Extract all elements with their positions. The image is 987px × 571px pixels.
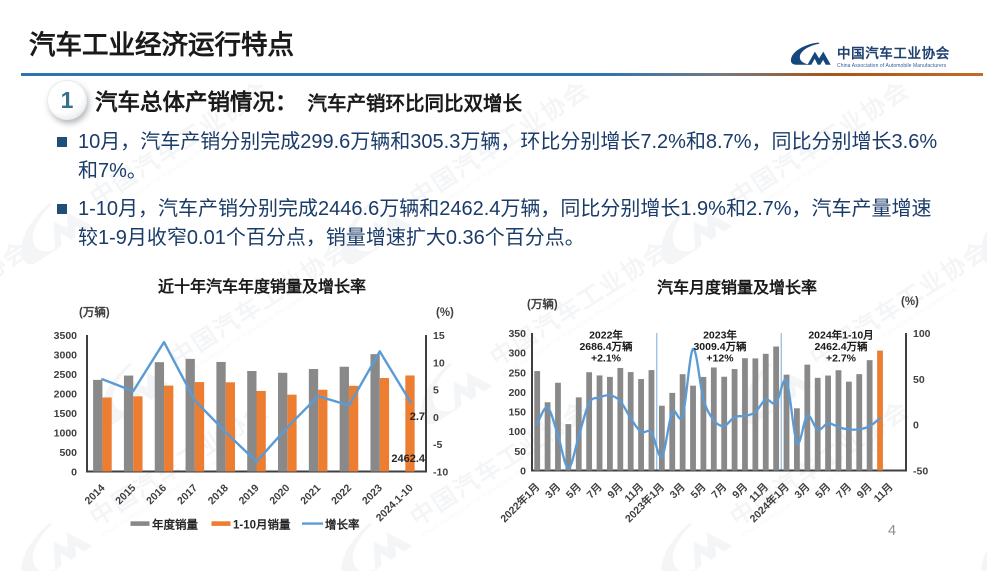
svg-text:5月: 5月: [813, 481, 833, 501]
svg-text:2020: 2020: [267, 482, 292, 507]
svg-text:9月: 9月: [730, 481, 750, 501]
svg-text:+2.7%: +2.7%: [826, 353, 857, 365]
svg-text:3月: 3月: [543, 481, 563, 501]
svg-text:2686.4万辆: 2686.4万辆: [579, 340, 633, 353]
svg-text:100: 100: [508, 426, 526, 438]
svg-text:3009.4万辆: 3009.4万辆: [693, 340, 747, 353]
svg-text:2014: 2014: [83, 482, 108, 507]
svg-text:2.7: 2.7: [410, 411, 425, 423]
svg-text:1000: 1000: [54, 428, 78, 440]
svg-text:2462.4: 2462.4: [391, 453, 426, 465]
svg-text:200: 200: [508, 387, 526, 399]
svg-text:300: 300: [508, 348, 526, 360]
svg-text:汽车月度销量及增长率: 汽车月度销量及增长率: [657, 278, 817, 297]
svg-text:2016: 2016: [144, 482, 169, 507]
svg-text:增长率: 增长率: [325, 518, 360, 532]
svg-text:2019: 2019: [237, 482, 262, 507]
svg-text:(万辆): (万辆): [527, 297, 558, 311]
svg-text:-5: -5: [433, 439, 442, 451]
svg-text:2462.4万辆: 2462.4万辆: [814, 340, 868, 353]
svg-text:2023年: 2023年: [703, 329, 737, 342]
svg-text:9月: 9月: [855, 481, 875, 501]
svg-text:+12%: +12%: [706, 353, 734, 365]
svg-text:2023: 2023: [360, 482, 385, 507]
svg-text:1-10月销量: 1-10月销量: [233, 518, 291, 532]
svg-text:10: 10: [433, 357, 445, 369]
svg-text:5月: 5月: [564, 481, 584, 501]
svg-text:2022年1月: 2022年1月: [498, 480, 543, 525]
svg-text:3月: 3月: [668, 481, 688, 501]
svg-text:3000: 3000: [54, 350, 78, 362]
svg-text:50: 50: [514, 446, 526, 458]
svg-text:0: 0: [71, 467, 77, 479]
svg-text:+2.1%: +2.1%: [591, 353, 622, 365]
svg-text:15: 15: [433, 330, 445, 342]
svg-text:(万辆): (万辆): [79, 305, 110, 319]
svg-text:100: 100: [913, 328, 931, 340]
svg-text:-50: -50: [913, 466, 928, 478]
svg-text:1500: 1500: [54, 408, 78, 420]
svg-text:5月: 5月: [688, 481, 708, 501]
svg-text:7月: 7月: [709, 481, 729, 501]
svg-text:近十年汽车年度销量及增长率: 近十年汽车年度销量及增长率: [158, 277, 366, 296]
svg-text:2018: 2018: [206, 482, 231, 507]
svg-text:-10: -10: [433, 467, 448, 479]
svg-text:2500: 2500: [54, 369, 78, 381]
svg-text:0: 0: [433, 412, 439, 424]
svg-text:5: 5: [433, 385, 439, 397]
svg-text:500: 500: [59, 447, 77, 459]
svg-text:3500: 3500: [54, 330, 78, 342]
svg-text:3月: 3月: [792, 481, 812, 501]
svg-text:(%): (%): [436, 307, 454, 319]
svg-text:50: 50: [913, 374, 925, 386]
svg-text:2021: 2021: [298, 482, 323, 507]
svg-text:250: 250: [508, 367, 526, 379]
svg-text:11月: 11月: [872, 481, 896, 505]
svg-text:0: 0: [520, 466, 526, 478]
svg-text:2015: 2015: [113, 482, 138, 507]
svg-text:(%): (%): [901, 296, 919, 308]
svg-text:2017: 2017: [175, 482, 200, 507]
svg-text:2024年1-10月: 2024年1-10月: [808, 329, 873, 342]
svg-text:350: 350: [508, 328, 526, 340]
svg-text:2022: 2022: [329, 482, 354, 507]
svg-text:7月: 7月: [585, 481, 605, 501]
svg-text:年度销量: 年度销量: [152, 518, 198, 532]
svg-text:7月: 7月: [834, 481, 854, 501]
svg-text:9月: 9月: [605, 481, 625, 501]
svg-text:2022年: 2022年: [589, 329, 623, 342]
svg-text:150: 150: [508, 407, 526, 419]
svg-text:2000: 2000: [54, 389, 78, 401]
svg-text:0: 0: [913, 420, 919, 432]
